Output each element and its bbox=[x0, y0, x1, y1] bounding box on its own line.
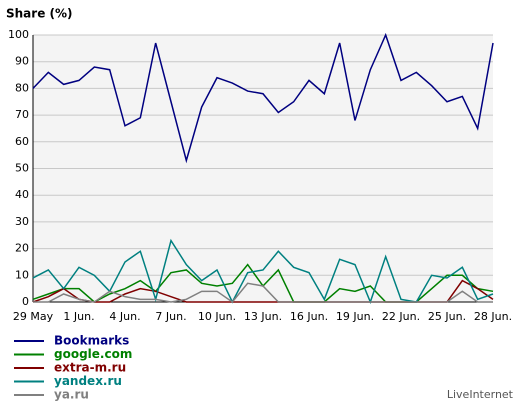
y-tick-label: 20 bbox=[15, 242, 29, 255]
x-tick-label: 16 Jun. bbox=[290, 310, 328, 323]
x-tick-label: 28 Jun. bbox=[474, 310, 512, 323]
y-tick-label: 80 bbox=[15, 81, 29, 94]
series-line bbox=[33, 282, 493, 304]
legend-label: ya.ru bbox=[54, 388, 89, 402]
x-tick-label: 1 Jun. bbox=[63, 310, 94, 323]
x-tick-label: 22 Jun. bbox=[382, 310, 420, 323]
legend-label: extra-m.ru bbox=[54, 361, 126, 375]
y-tick-label: 90 bbox=[15, 55, 29, 68]
y-tick-label: 10 bbox=[15, 268, 29, 281]
y-tick-label: 100 bbox=[8, 28, 29, 41]
x-tick-label: 13 Jun. bbox=[244, 310, 282, 323]
x-tick-label: 29 May bbox=[13, 310, 54, 323]
series-line bbox=[32, 32, 494, 164]
footer: LiveInternet bbox=[447, 388, 514, 401]
x-tick-label: 4 Jun. bbox=[109, 310, 140, 323]
legend-label: yandex.ru bbox=[54, 374, 122, 388]
x-tick-label: 10 Jun. bbox=[198, 310, 236, 323]
y-tick-label: 50 bbox=[15, 162, 29, 175]
chart-title: Share (%) bbox=[6, 7, 73, 21]
y-tick-label: 0 bbox=[22, 295, 29, 308]
x-tick-label: 25 Jun. bbox=[428, 310, 466, 323]
x-tick-label: 7 Jun. bbox=[155, 310, 186, 323]
y-tick-label: 60 bbox=[15, 135, 29, 148]
y-tick-label: 40 bbox=[15, 188, 29, 201]
legend-label: Bookmarks bbox=[54, 334, 129, 348]
x-tick-label: 19 Jun. bbox=[336, 310, 374, 323]
legend-label: google.com bbox=[54, 347, 132, 361]
y-tick-label: 30 bbox=[15, 215, 29, 228]
y-tick-label: 70 bbox=[15, 108, 29, 121]
